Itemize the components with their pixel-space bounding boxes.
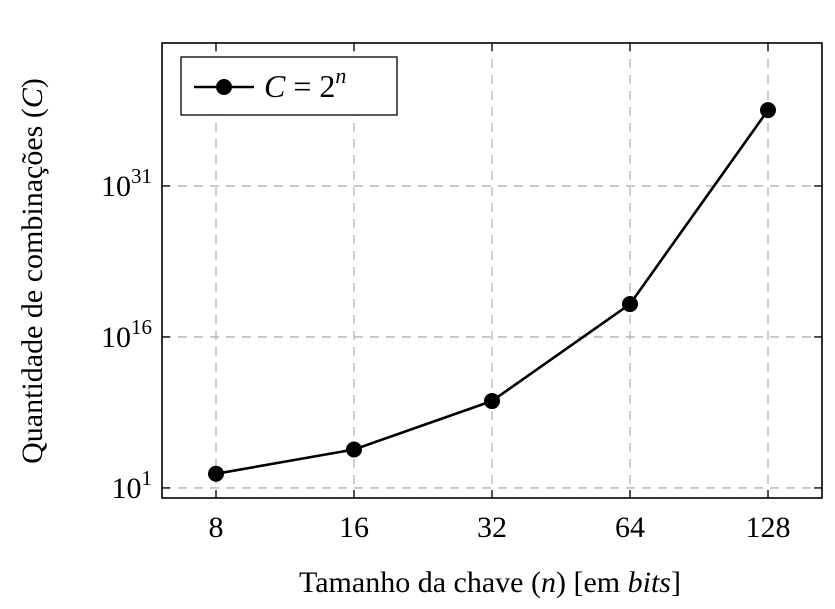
legend-eq: = xyxy=(285,68,319,104)
x-axis-title-var: n xyxy=(541,566,556,599)
axis-ticks xyxy=(162,43,822,498)
grid-lines xyxy=(162,43,822,498)
data-point xyxy=(760,102,776,119)
data-point xyxy=(622,296,638,313)
y-axis-title-main: Quantidade de combinações ( xyxy=(16,108,49,464)
x-tick-label: 64 xyxy=(615,511,645,544)
x-axis-title-end: ] xyxy=(671,566,681,599)
x-axis-title-main: Tamanho da chave ( xyxy=(299,566,541,599)
y-axis-title-end: ) xyxy=(16,78,49,88)
y-tick-label: 101 xyxy=(112,466,153,505)
legend-label: C = 2n xyxy=(264,63,346,104)
legend-lhs: C xyxy=(264,68,286,104)
x-tick-labels: 8 16 32 64 128 xyxy=(209,511,791,544)
y-axis-title: Quantidade de combinações (C) xyxy=(16,78,49,464)
legend-exponent: n xyxy=(335,63,346,88)
legend-base: 2 xyxy=(319,68,335,104)
y-tick-labels: 101 1016 1031 xyxy=(101,164,152,505)
legend: C = 2n xyxy=(180,56,398,116)
y-axis-title-var: C xyxy=(16,87,49,108)
y-tick-label: 1016 xyxy=(101,315,152,354)
data-point xyxy=(208,465,224,482)
y-tick-label: 1031 xyxy=(101,164,152,203)
legend-marker-sample xyxy=(216,79,232,95)
series-markers xyxy=(208,102,776,482)
x-tick-label: 128 xyxy=(746,511,791,544)
data-point xyxy=(346,441,362,458)
x-axis-title: Tamanho da chave (n) [em bits] xyxy=(299,566,681,599)
x-tick-label: 32 xyxy=(477,511,507,544)
data-point xyxy=(484,393,500,410)
x-tick-label: 16 xyxy=(339,511,369,544)
x-tick-label: 8 xyxy=(209,511,224,544)
x-axis-title-mid: ) [em xyxy=(556,566,628,599)
x-axis-title-em: bits xyxy=(628,566,671,599)
